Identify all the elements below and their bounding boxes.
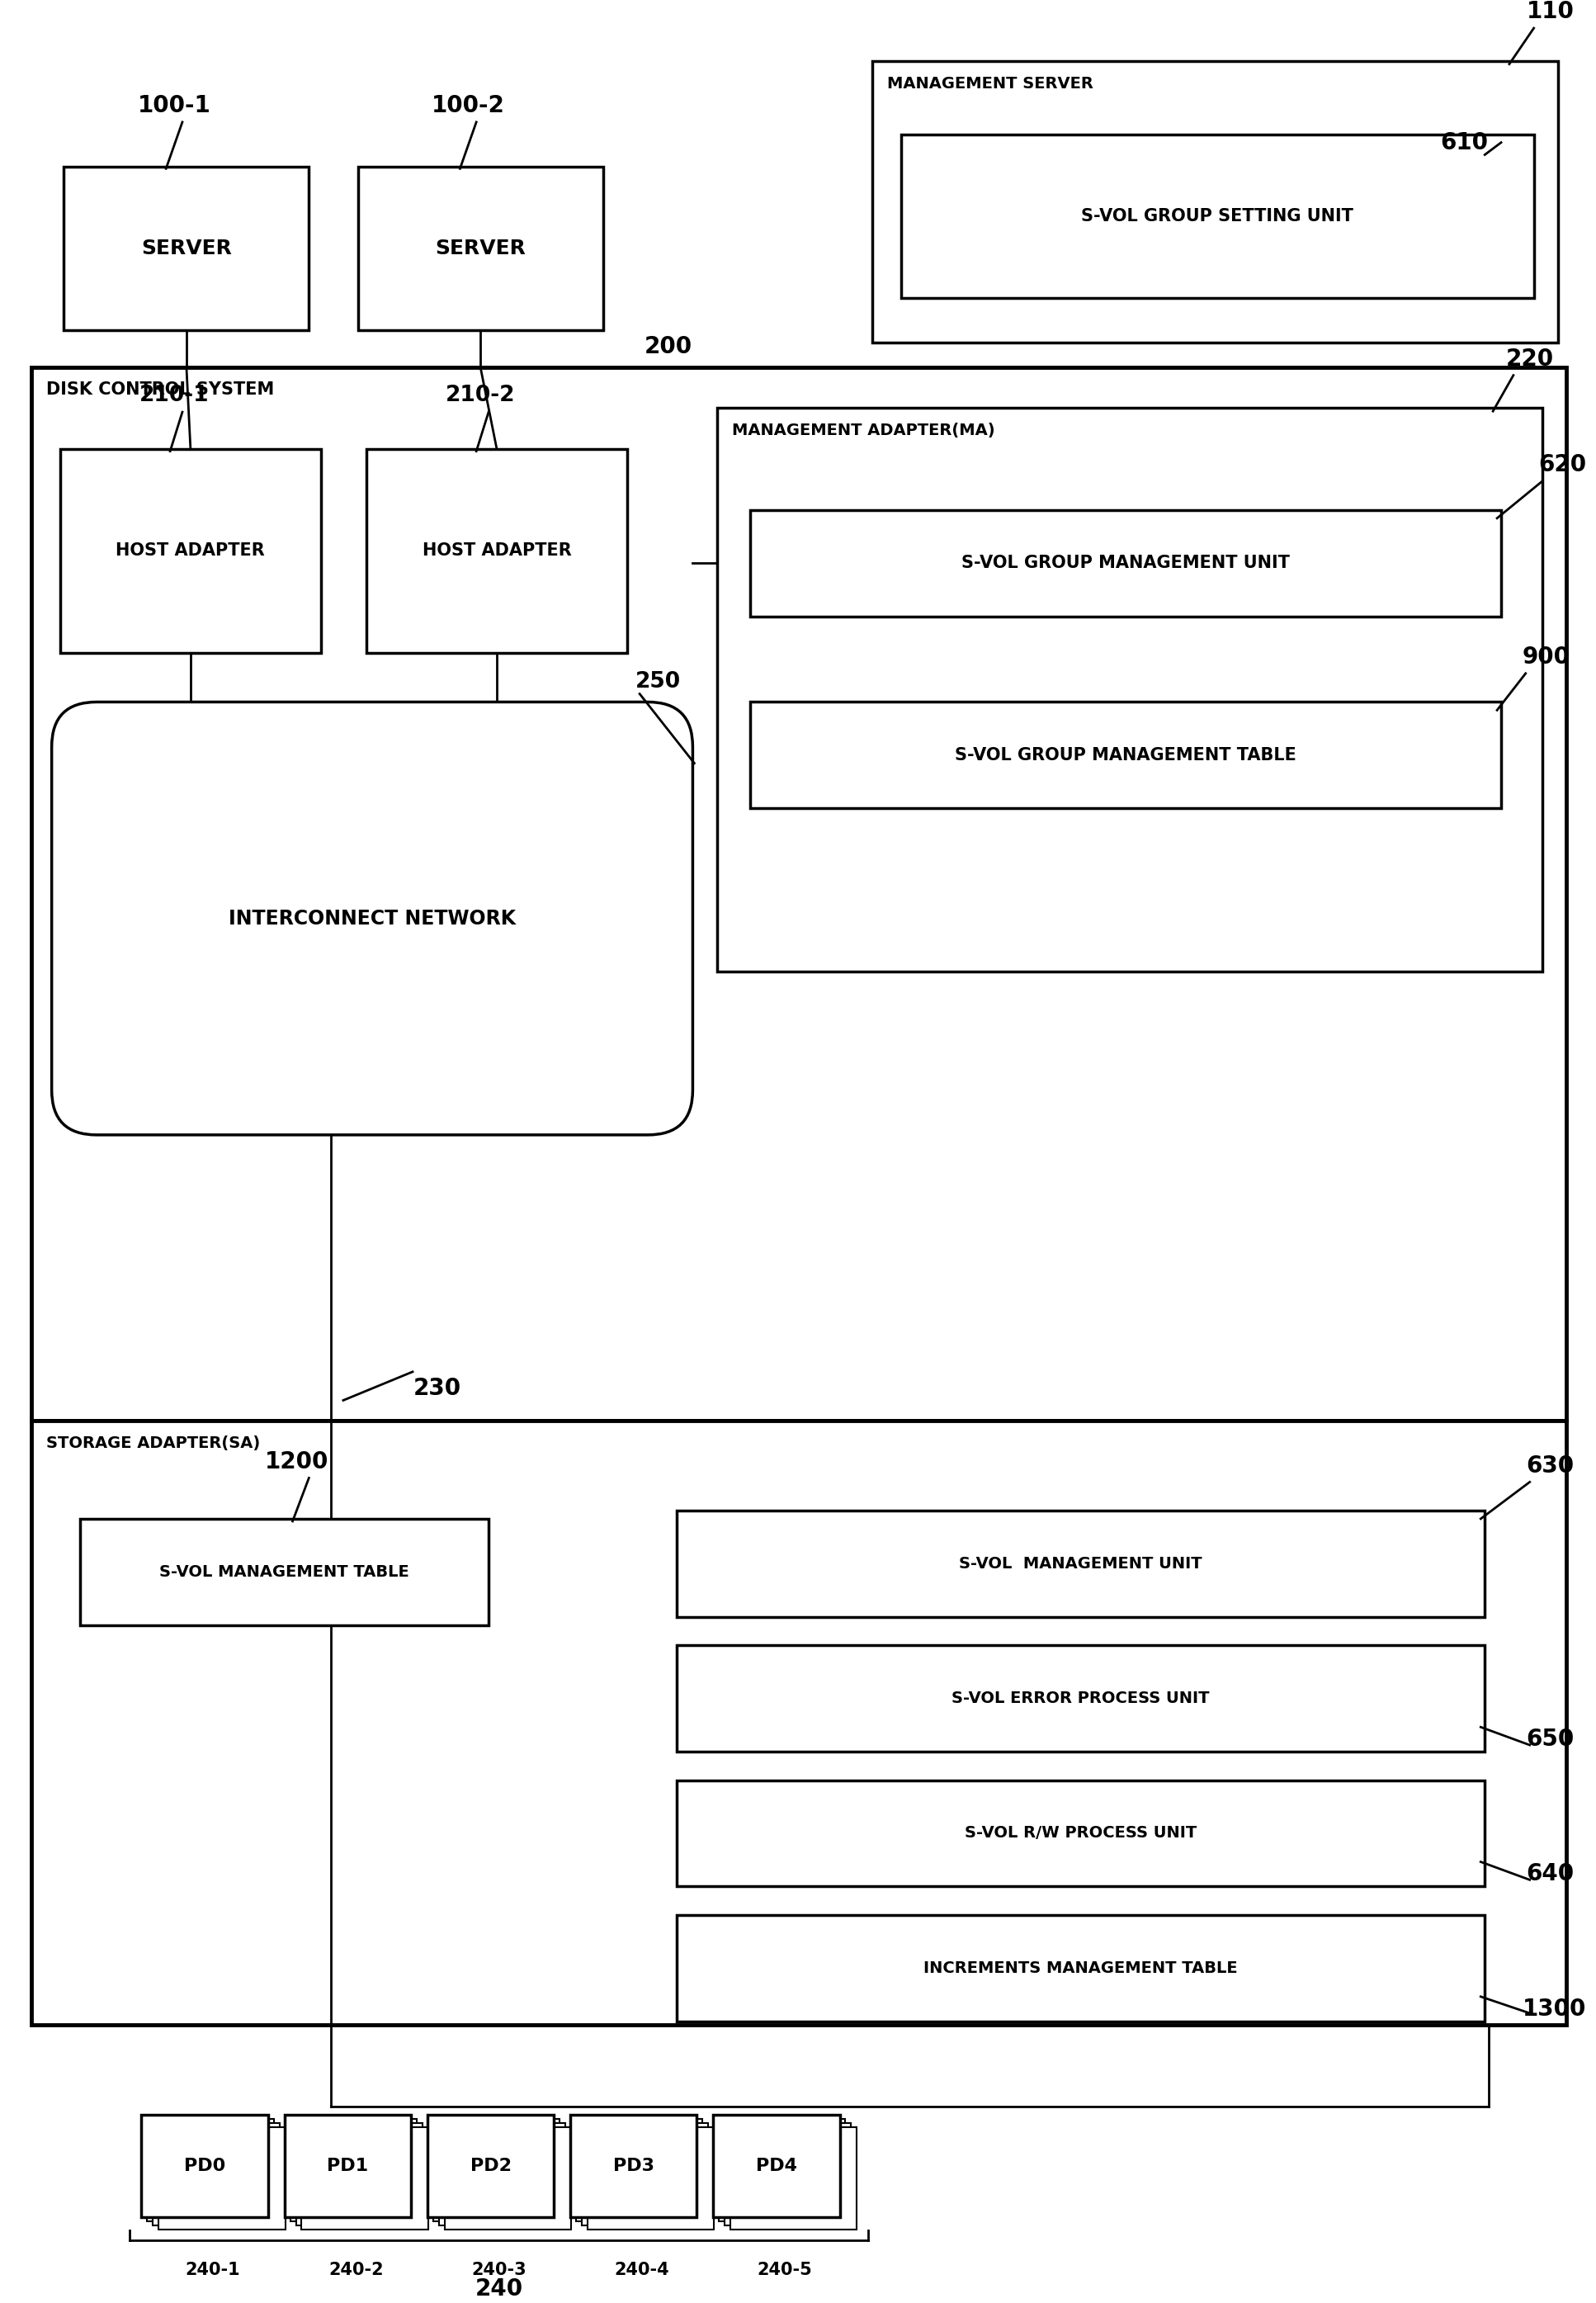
Bar xyxy=(439,2123,565,2225)
Text: INCREMENTS MANAGEMENT TABLE: INCREMENTS MANAGEMENT TABLE xyxy=(924,1960,1237,1976)
Text: PD3: PD3 xyxy=(613,2158,654,2174)
Text: 100-2: 100-2 xyxy=(431,94,504,117)
Text: 640: 640 xyxy=(1526,1863,1574,1886)
Text: 100-1: 100-1 xyxy=(137,94,211,117)
Text: SERVER: SERVER xyxy=(140,240,231,258)
Text: 210-2: 210-2 xyxy=(445,385,516,405)
Text: SERVER: SERVER xyxy=(436,240,525,258)
Bar xyxy=(587,2128,713,2229)
Bar xyxy=(290,2119,417,2220)
Text: PD2: PD2 xyxy=(469,2158,511,2174)
Bar xyxy=(64,168,310,329)
Text: 240-4: 240-4 xyxy=(614,2262,669,2278)
Text: 1200: 1200 xyxy=(265,1451,329,1474)
Bar xyxy=(295,2123,423,2225)
Text: S-VOL GROUP SETTING UNIT: S-VOL GROUP SETTING UNIT xyxy=(1080,207,1353,223)
Text: PD0: PD0 xyxy=(184,2158,225,2174)
Bar xyxy=(581,2123,709,2225)
Bar xyxy=(428,2114,554,2218)
Bar xyxy=(302,2128,428,2229)
Bar xyxy=(717,408,1542,972)
Bar xyxy=(147,2119,275,2220)
FancyBboxPatch shape xyxy=(51,702,693,1135)
Text: PD1: PD1 xyxy=(327,2158,369,2174)
Text: S-VOL ERROR PROCESS UNIT: S-VOL ERROR PROCESS UNIT xyxy=(951,1690,1210,1707)
Text: 620: 620 xyxy=(1539,454,1586,477)
Bar xyxy=(358,168,603,329)
Text: PD4: PD4 xyxy=(757,2158,796,2174)
Text: 110: 110 xyxy=(1526,0,1574,23)
Text: S-VOL MANAGEMENT TABLE: S-VOL MANAGEMENT TABLE xyxy=(160,1564,409,1580)
Text: S-VOL GROUP MANAGEMENT TABLE: S-VOL GROUP MANAGEMENT TABLE xyxy=(954,746,1296,762)
Text: 240-1: 240-1 xyxy=(185,2262,241,2278)
Text: S-VOL  MANAGEMENT UNIT: S-VOL MANAGEMENT UNIT xyxy=(959,1557,1202,1571)
Text: 210-1: 210-1 xyxy=(139,385,209,405)
Text: HOST ADAPTER: HOST ADAPTER xyxy=(117,544,265,560)
Bar xyxy=(713,2114,839,2218)
Bar xyxy=(158,2128,286,2229)
Text: 240-5: 240-5 xyxy=(757,2262,812,2278)
Bar xyxy=(750,702,1502,808)
Text: 1300: 1300 xyxy=(1523,1997,1586,2020)
Bar xyxy=(902,134,1534,297)
Bar xyxy=(32,1421,1566,2024)
Text: 650: 650 xyxy=(1526,1727,1574,1750)
Bar xyxy=(433,2119,560,2220)
Bar xyxy=(677,1511,1484,1617)
Bar xyxy=(365,449,627,654)
Text: 240-3: 240-3 xyxy=(471,2262,527,2278)
Text: DISK CONTROL SYSTEM: DISK CONTROL SYSTEM xyxy=(46,382,275,398)
Text: 200: 200 xyxy=(645,336,693,359)
Text: S-VOL GROUP MANAGEMENT UNIT: S-VOL GROUP MANAGEMENT UNIT xyxy=(961,555,1290,571)
Bar xyxy=(677,1780,1484,1886)
Bar xyxy=(576,2119,702,2220)
Text: 230: 230 xyxy=(413,1377,461,1400)
Bar xyxy=(80,1518,488,1626)
Text: STORAGE ADAPTER(SA): STORAGE ADAPTER(SA) xyxy=(46,1435,260,1451)
Bar xyxy=(873,60,1558,343)
Bar xyxy=(731,2128,857,2229)
Bar xyxy=(32,366,1566,1421)
Text: 240-2: 240-2 xyxy=(329,2262,383,2278)
Text: 240: 240 xyxy=(474,2278,523,2301)
Bar xyxy=(570,2114,697,2218)
Bar xyxy=(444,2128,571,2229)
Bar xyxy=(153,2123,279,2225)
Bar xyxy=(142,2114,268,2218)
Bar xyxy=(61,449,321,654)
Bar xyxy=(750,509,1502,617)
Text: 250: 250 xyxy=(635,670,681,693)
Text: 220: 220 xyxy=(1505,348,1553,371)
Text: 610: 610 xyxy=(1441,131,1489,154)
Text: INTERCONNECT NETWORK: INTERCONNECT NETWORK xyxy=(228,910,516,928)
Bar xyxy=(725,2123,851,2225)
Text: S-VOL R/W PROCESS UNIT: S-VOL R/W PROCESS UNIT xyxy=(964,1826,1197,1840)
Text: HOST ADAPTER: HOST ADAPTER xyxy=(423,544,571,560)
Text: 630: 630 xyxy=(1526,1453,1574,1476)
Text: 900: 900 xyxy=(1523,645,1570,668)
Text: MANAGEMENT SERVER: MANAGEMENT SERVER xyxy=(887,76,1093,92)
Text: MANAGEMENT ADAPTER(MA): MANAGEMENT ADAPTER(MA) xyxy=(733,424,994,438)
Bar xyxy=(677,1644,1484,1753)
Bar xyxy=(718,2119,846,2220)
Bar xyxy=(677,1914,1484,2022)
Bar xyxy=(284,2114,412,2218)
